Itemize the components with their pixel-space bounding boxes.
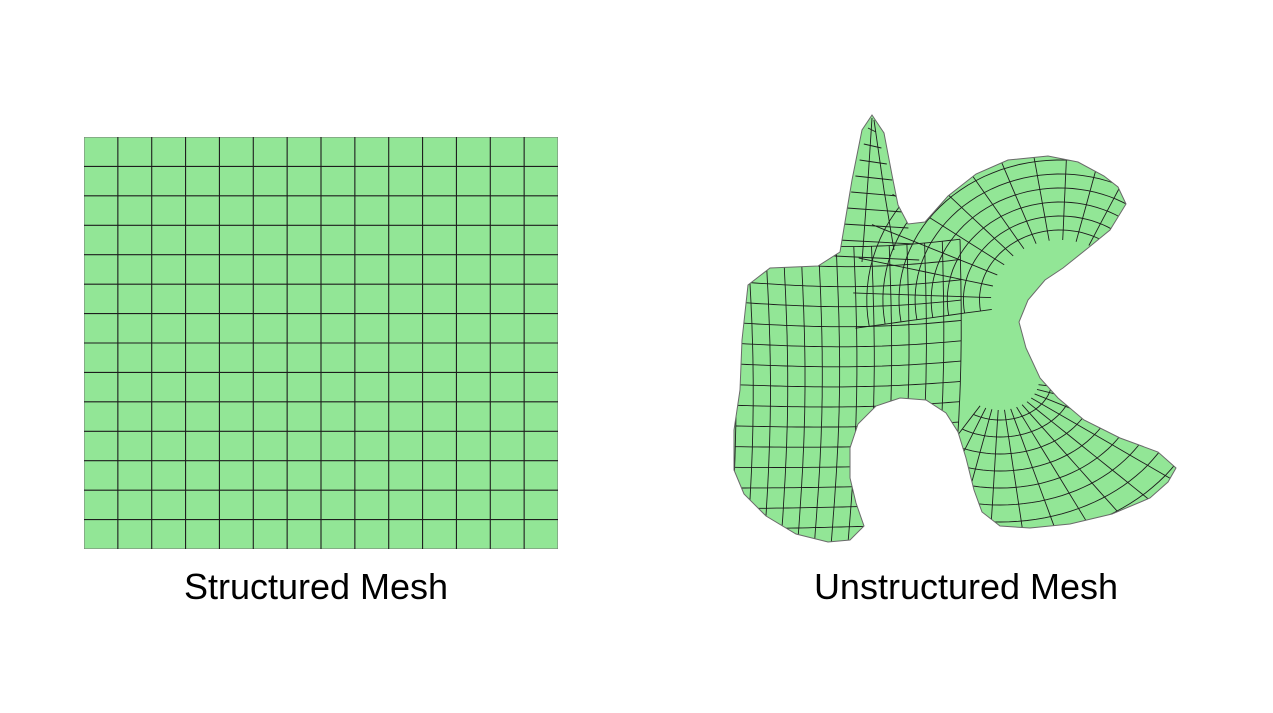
structured-mesh-grid	[84, 137, 558, 549]
unstructured-mesh-edge	[861, 117, 873, 263]
structured-mesh-caption: Structured Mesh	[183, 566, 449, 607]
unstructured-mesh-edge	[730, 544, 948, 548]
unstructured-mesh-edge	[847, 246, 858, 542]
unstructured-mesh-edge	[813, 246, 823, 542]
unstructured-mesh-edge	[1004, 409, 1032, 542]
unstructured-mesh-edge	[867, 127, 877, 133]
unstructured-mesh-edge	[834, 255, 920, 261]
unstructured-mesh-caption: Unstructured Mesh	[813, 566, 1119, 607]
unstructured-mesh-edge	[858, 257, 993, 287]
unstructured-mesh-outline	[733, 114, 1177, 543]
unstructured-mesh-edge	[1016, 406, 1117, 542]
unstructured-mesh-edge	[735, 380, 961, 388]
unstructured-mesh-edge	[734, 239, 737, 542]
unstructured-mesh-edge	[734, 319, 962, 328]
unstructured-mesh-shape	[730, 114, 1177, 548]
unstructured-mesh-fill	[734, 115, 1176, 542]
unstructured-mesh-edge	[855, 175, 893, 181]
unstructured-mesh-edge	[735, 340, 962, 348]
unstructured-mesh-edge	[846, 207, 904, 213]
unstructured-mesh-edge	[1010, 408, 1076, 542]
unstructured-mesh-edge	[986, 409, 999, 542]
unstructured-mesh-edge	[735, 360, 961, 368]
unstructured-mesh-edge	[871, 224, 998, 276]
unstructured-mesh-edge	[873, 119, 895, 251]
unstructured-mesh-edge	[763, 242, 771, 542]
unstructured-mesh-edge	[780, 244, 789, 542]
unstructured-mesh-edge	[855, 308, 992, 329]
unstructured-mesh-edge	[851, 191, 898, 197]
unstructured-mesh-lines	[730, 117, 1176, 548]
unstructured-mesh-edge	[838, 239, 914, 245]
unstructured-mesh-edge	[859, 159, 887, 165]
unstructured-mesh-edge	[734, 279, 961, 288]
unstructured-mesh-edge	[830, 246, 841, 542]
structured-mesh	[84, 137, 558, 549]
unstructured-mesh-edge	[746, 241, 754, 542]
unstructured-mesh	[726, 108, 1186, 548]
unstructured-mesh-edge	[796, 245, 806, 542]
unstructured-mesh-edge	[734, 299, 962, 308]
unstructured-mesh-edge	[863, 143, 882, 149]
unstructured-mesh-edge	[853, 292, 992, 299]
unstructured-mesh-edge	[1030, 397, 1176, 507]
